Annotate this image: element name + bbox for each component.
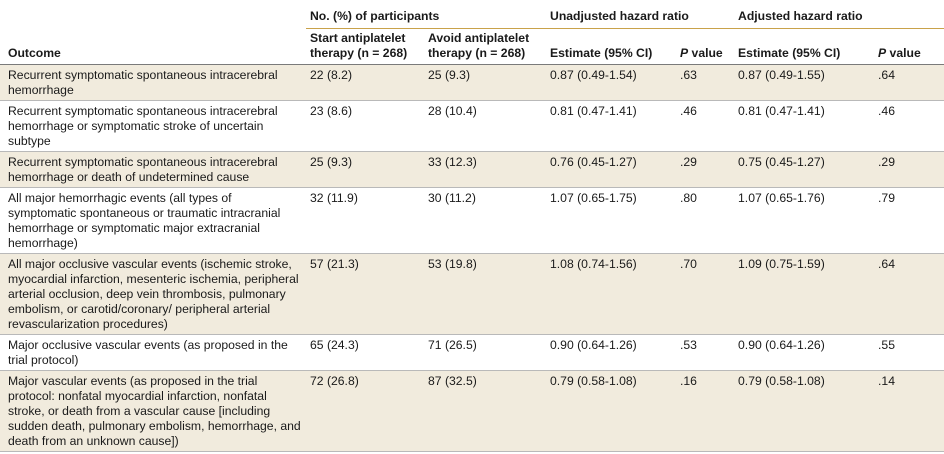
unadjusted-p-cell: .29 [680,155,697,169]
unadjusted-p-cell: .46 [680,104,697,118]
table-row: Major vascular events (as proposed in th… [0,370,944,452]
avoid-cell: 30 (11.2) [428,191,476,205]
start-cell: 65 (24.3) [310,338,359,352]
unadjusted-estimate-cell: 0.81 (0.47-1.41) [550,104,637,118]
adjusted-estimate-cell: 0.79 (0.58-1.08) [738,374,825,388]
header-column-row: Outcome Start antiplatelet therapy (n = … [0,29,944,65]
start-cell: 32 (11.9) [310,191,358,205]
avoid-cell: 25 (9.3) [428,68,471,82]
start-cell: 72 (26.8) [310,374,359,388]
header-group-row: No. (%) of participants Unadjusted hazar… [0,0,944,29]
outcome-cell: Major occlusive vascular events (as prop… [8,338,288,367]
table-row: Recurrent symptomatic spontaneous intrac… [0,151,944,188]
avoid-cell: 33 (12.3) [428,155,477,169]
avoid-cell: 28 (10.4) [428,104,477,118]
p-value-word: value [688,46,723,60]
unadjusted-estimate-cell: 1.07 (0.65-1.75) [550,191,637,205]
adjusted-estimate-cell: 0.75 (0.45-1.27) [738,155,825,169]
header-unadjusted-p-value: P value [676,29,734,65]
adjusted-p-cell: .64 [878,257,895,271]
start-cell: 22 (8.2) [310,68,353,82]
unadjusted-estimate-cell: 0.87 (0.49-1.54) [550,68,637,82]
avoid-cell: 53 (19.8) [428,257,477,271]
header-empty-cell [0,0,306,29]
unadjusted-p-cell: .80 [680,191,697,205]
adjusted-p-cell: .46 [878,104,895,118]
adjusted-p-cell: .14 [878,374,895,388]
header-unadjusted-group: Unadjusted hazard ratio [546,0,735,29]
table-row: Recurrent symptomatic spontaneous intrac… [0,64,944,101]
unadjusted-p-cell: .16 [680,374,697,388]
header-avoid-antiplatelet: Avoid antiplatelet therapy (n = 268) [428,31,530,60]
outcome-cell: Recurrent symptomatic spontaneous intrac… [8,155,278,184]
header-outcome: Outcome [8,46,61,60]
adjusted-p-cell: .64 [878,68,895,82]
start-cell: 57 (21.3) [310,257,359,271]
unadjusted-p-cell: .63 [680,68,697,82]
table-row: Recurrent symptomatic spontaneous intrac… [0,100,944,152]
adjusted-estimate-cell: 1.07 (0.65-1.76) [738,191,825,205]
adjusted-p-cell: .79 [878,191,895,205]
adjusted-p-cell: .29 [878,155,895,169]
unadjusted-estimate-cell: 1.08 (0.74-1.56) [550,257,637,271]
outcome-cell: Recurrent symptomatic spontaneous intrac… [8,104,278,148]
header-participants-group: No. (%) of participants [306,0,547,29]
outcome-cell: All major hemorrhagic events (all types … [8,191,281,250]
adjusted-estimate-cell: 0.87 (0.49-1.55) [738,68,825,82]
adjusted-estimate-cell: 0.81 (0.47-1.41) [738,104,825,118]
p-letter: P [680,46,689,60]
unadjusted-p-cell: .53 [680,338,697,352]
header-adjusted-estimate: Estimate (95% CI) [738,46,841,60]
adjusted-estimate-cell: 0.90 (0.64-1.26) [738,338,825,352]
avoid-cell: 87 (32.5) [428,374,477,388]
outcome-cell: All major occlusive vascular events (isc… [8,257,299,331]
table-row: All major hemorrhagic events (all types … [0,187,944,254]
unadjusted-p-cell: .70 [680,257,697,271]
header-adjusted-group: Adjusted hazard ratio [734,0,944,29]
adjusted-p-cell: .55 [878,338,895,352]
start-cell: 25 (9.3) [310,155,353,169]
avoid-cell: 71 (26.5) [428,338,477,352]
header-start-antiplatelet: Start antiplatelet therapy (n = 268) [310,31,408,60]
adjusted-estimate-cell: 1.09 (0.75-1.59) [738,257,825,271]
p-letter: P [878,46,887,60]
start-cell: 23 (8.6) [310,104,353,118]
unadjusted-estimate-cell: 0.90 (0.64-1.26) [550,338,637,352]
header-unadjusted-estimate: Estimate (95% CI) [550,46,653,60]
table-row: All major occlusive vascular events (isc… [0,253,944,335]
outcome-cell: Major vascular events (as proposed in th… [8,374,301,448]
outcome-cell: Recurrent symptomatic spontaneous intrac… [8,68,278,97]
p-value-word: value [886,46,921,60]
table-row: Major occlusive vascular events (as prop… [0,334,944,371]
unadjusted-estimate-cell: 0.79 (0.58-1.08) [550,374,637,388]
header-adjusted-p-value: P value [874,29,944,65]
unadjusted-estimate-cell: 0.76 (0.45-1.27) [550,155,637,169]
